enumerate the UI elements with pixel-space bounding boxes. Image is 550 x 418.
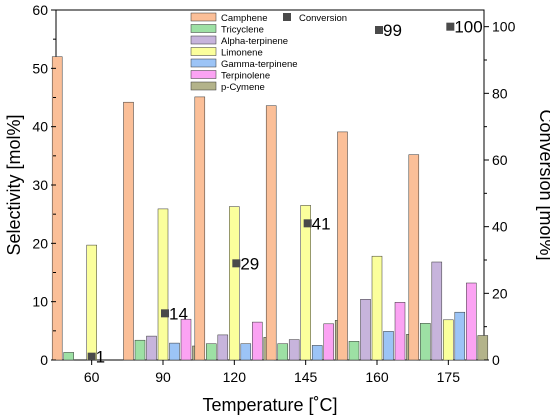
conversion-marker-90 (161, 309, 169, 318)
conversion-marker-175 (446, 22, 455, 31)
conversion-group: 1 14 29 41 99 100 (87, 18, 483, 367)
y-tick-label: 0 (40, 352, 48, 368)
y-tick-label: 50 (32, 60, 48, 76)
conversion-marker-160 (375, 26, 383, 34)
legend-swatch-alpha-terpinene (190, 35, 217, 45)
y2-tick-label: 20 (492, 285, 508, 301)
bar-camphene-175 (408, 154, 420, 361)
y2-tick-label: 40 (492, 219, 508, 235)
bar-limonene-120 (229, 206, 240, 361)
bar-camphene-145 (265, 105, 277, 361)
bar-camphene-120 (194, 96, 206, 361)
legend-label-conversion: Conversion (299, 13, 347, 24)
legend-swatch-tricyclene (190, 24, 217, 33)
bar-limonene-60 (86, 244, 97, 361)
x-tick-label: 175 (437, 369, 461, 385)
bar-camphene-90 (123, 101, 134, 361)
bar-gamma-terpinene-175 (454, 311, 466, 361)
legend-label-p-cymene: p-Cymene (221, 82, 265, 93)
legend-label-limonene: Limonene (221, 48, 263, 59)
bar-tricyclene-160 (348, 341, 360, 361)
y-tick-label: 40 (32, 119, 48, 135)
bar-tricyclene-60 (63, 352, 74, 361)
bars-group (51, 56, 489, 361)
x-tick-label: 160 (365, 369, 389, 385)
bar-tricyclene-145 (277, 343, 288, 361)
legend-conversion-marker (283, 13, 291, 21)
bar-gamma-terpinene-145 (311, 345, 323, 361)
conversion-label-90: 14 (169, 304, 188, 323)
conversion-marker-145 (303, 219, 312, 228)
bar-tricyclene-120 (206, 343, 217, 361)
x-tick-label: 90 (155, 369, 171, 385)
bar-limonene-145 (300, 205, 311, 361)
x-tick-label: 120 (223, 369, 247, 385)
conversion-label-160: 99 (383, 21, 402, 40)
bar-alpha-terpinene-120 (217, 334, 229, 361)
legend-swatch-p-cymene (190, 81, 217, 91)
bar-limonene-90 (157, 208, 169, 361)
bar-tricyclene-175 (420, 323, 431, 361)
conversion-label-175: 100 (454, 18, 482, 37)
bar-gamma-terpinene-160 (383, 331, 394, 361)
x-tick-label: 60 (84, 369, 100, 385)
x-tick-label: 145 (294, 369, 318, 385)
conversion-marker-120 (232, 259, 241, 268)
y2-tick-label: 0 (492, 352, 500, 368)
bar-terpinolene-120 (252, 321, 263, 361)
bar-p-cymene-175 (477, 335, 489, 361)
conversion-marker-60 (87, 352, 96, 361)
bar-gamma-terpinene-90 (169, 342, 180, 361)
legend-label-alpha-terpinene: Alpha-terpinene (221, 36, 288, 47)
y2-tick-label: 80 (492, 85, 508, 101)
legend-swatch-gamma-terpinene (190, 58, 217, 68)
legend-swatch-terpinolene (190, 70, 217, 79)
y2-tick-label: 100 (492, 19, 516, 35)
bar-tricyclene-90 (134, 339, 146, 361)
conversion-label-60: 1 (96, 348, 105, 367)
conversion-label-120: 29 (240, 254, 259, 273)
bar-alpha-terpinene-90 (146, 335, 157, 361)
bar-limonene-175 (443, 319, 454, 361)
bar-terpinolene-160 (394, 302, 406, 361)
y-tick-label: 20 (32, 235, 48, 251)
legend-label-gamma-terpinene: Gamma-terpinene (221, 59, 298, 70)
legend-swatch-camphene (190, 12, 217, 22)
y2-axis-title: Conversion [mol%] (536, 109, 550, 260)
legend-swatch-limonene (190, 47, 217, 56)
bar-terpinolene-145 (323, 323, 334, 361)
y-tick-label: 60 (32, 2, 48, 18)
y-axis-title: Selectivity [mol%] (4, 114, 24, 255)
bar-limonene-160 (371, 255, 383, 361)
bar-terpinolene-175 (466, 282, 477, 361)
bar-gamma-terpinene-120 (240, 343, 252, 361)
y2-tick-label: 60 (492, 152, 508, 168)
legend-label-tricyclene: Tricyclene (221, 25, 264, 36)
conversion-label-145: 41 (312, 214, 331, 233)
y-tick-label: 10 (32, 294, 48, 310)
x-axis-title: Temperature [˚C] (202, 395, 337, 415)
axes-group: 0 10 20 30 40 50 60 0 20 40 60 80 100 60 90 120 145 160 17… (32, 2, 515, 385)
bar-alpha-terpinene-175 (431, 261, 443, 361)
bar-camphene-160 (337, 131, 348, 361)
bar-camphene-60 (51, 56, 63, 361)
legend: CampheneTricycleneAlpha-terpineneLimonen… (190, 12, 347, 93)
bar-alpha-terpinene-145 (288, 339, 300, 361)
bar-alpha-terpinene-160 (360, 299, 371, 361)
legend-label-terpinolene: Terpinolene (221, 71, 270, 82)
legend-label-camphene: Camphene (221, 13, 267, 24)
y-tick-label: 30 (32, 177, 48, 193)
bar-terpinolene-90 (180, 318, 192, 361)
